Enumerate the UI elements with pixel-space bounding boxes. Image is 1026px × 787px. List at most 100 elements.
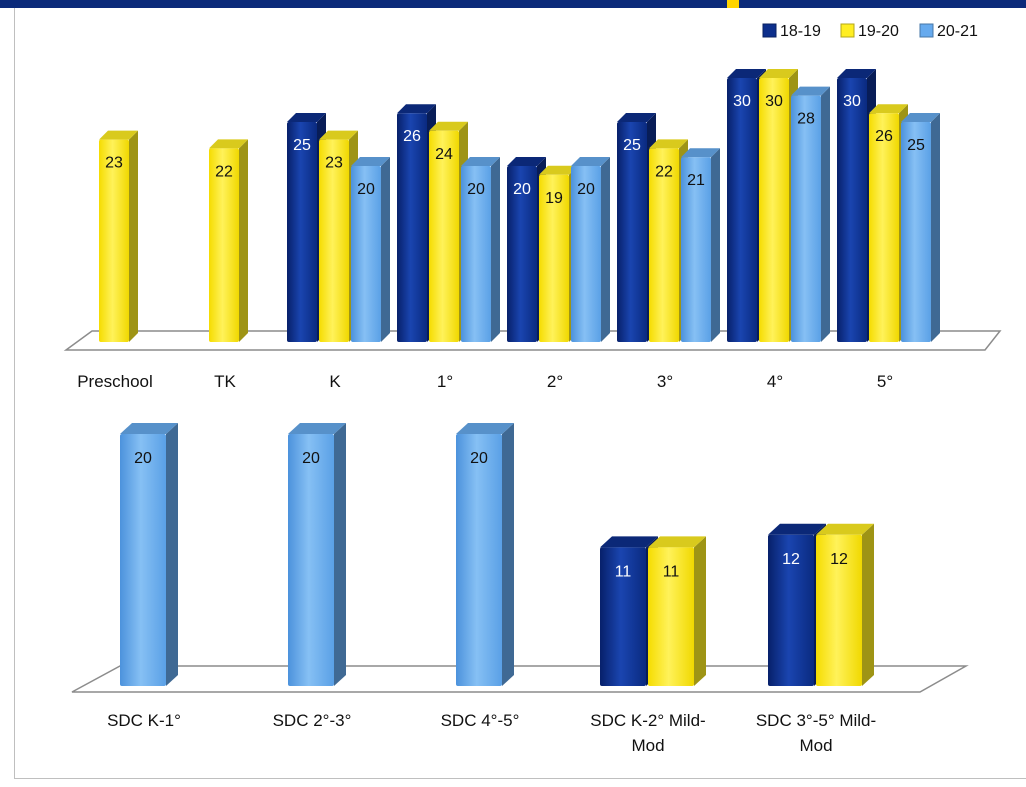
legend: 18-19 19-20 20-21 (762, 23, 978, 40)
data-label: 21 (687, 172, 705, 189)
bar-top (461, 157, 500, 166)
legend-label-20-21: 20-21 (937, 23, 978, 40)
data-label: 11 (663, 563, 680, 580)
bar-20-21-SDC 2°-3°: 20 (288, 423, 346, 686)
bar-top (120, 423, 178, 434)
bar-front (99, 139, 129, 342)
bar-20-21-4°: 28 (791, 86, 830, 342)
data-label: 30 (765, 93, 783, 110)
bar-front (648, 547, 694, 686)
bar-side (166, 423, 178, 686)
category-label: K (329, 372, 341, 391)
data-label: 26 (875, 128, 893, 145)
chart-bottom: 20 SDC K-1° 20 SDC 2°-3° 20 SDC 4°-5° 11 11 SDC … (71, 423, 969, 755)
category-label: TK (214, 372, 236, 391)
data-label: 25 (907, 137, 925, 154)
bar-side (491, 157, 500, 342)
bar-20-21-1°: 20 (461, 157, 500, 342)
bar-top (319, 130, 358, 140)
bar-top (571, 157, 610, 166)
legend-swatch-18-19 (762, 23, 777, 38)
bar-top (600, 536, 658, 548)
header-band (0, 0, 1026, 8)
bar-side (694, 536, 706, 686)
data-label: 30 (733, 93, 751, 110)
legend-label-19-20: 19-20 (858, 23, 899, 40)
category-label: 5° (877, 372, 893, 391)
data-label: 22 (215, 163, 233, 180)
bar-top (617, 113, 656, 122)
bar-front (791, 95, 821, 342)
bar-side (931, 113, 940, 342)
data-label: 26 (403, 128, 421, 145)
bar-top (649, 139, 688, 149)
legend-swatch-20-21 (919, 23, 934, 38)
bar-side (821, 86, 830, 342)
bar-side (239, 139, 248, 342)
data-label: 12 (782, 551, 800, 568)
data-label: 20 (470, 450, 488, 467)
bar-top (209, 139, 248, 149)
bar-front (727, 78, 757, 342)
bar-front (456, 434, 502, 686)
bar-top (539, 165, 578, 175)
bar-side (601, 157, 610, 342)
bar-top (768, 523, 826, 535)
bar-front (617, 122, 647, 342)
bar-front (600, 547, 646, 686)
bar-top (681, 148, 720, 158)
data-label: 28 (797, 111, 815, 128)
bar-top (288, 423, 346, 434)
chart-top: 23 Preschool 22 TK 25 23 20 K 26 24 20 1° 20 19 20 2° 25… (63, 69, 1002, 391)
bar-front (768, 534, 814, 686)
bar-top (507, 157, 546, 166)
category-label: SDC 2°-3° (273, 711, 352, 730)
bar-front (816, 534, 862, 686)
bar-20-21-SDC 4°-5°: 20 (456, 423, 514, 686)
bar-front (571, 166, 601, 342)
data-label: 19 (545, 190, 563, 207)
bar-top (99, 130, 138, 140)
category-label: SDC K-2° Mild- (590, 711, 705, 730)
bar-front (287, 122, 317, 342)
legend-swatch-19-20 (840, 23, 855, 38)
bar-20-21-2°: 20 (571, 157, 610, 342)
bar-top (816, 523, 874, 535)
bar-side (334, 423, 346, 686)
category-label: Preschool (77, 372, 153, 391)
bar-top (351, 157, 390, 166)
bar-front (288, 434, 334, 686)
bar-side (502, 423, 514, 686)
category-label: Mod (631, 736, 664, 755)
bar-front (507, 166, 537, 342)
data-label: 25 (623, 137, 641, 154)
category-label: 4° (767, 372, 783, 391)
bar-top (837, 69, 876, 78)
bar-top (287, 113, 326, 122)
legend-label-18-19: 18-19 (780, 23, 821, 40)
bar-top (869, 104, 908, 114)
bar-side (711, 148, 720, 342)
data-label: 12 (830, 551, 848, 568)
category-label: SDC K-1° (107, 711, 181, 730)
data-label: 20 (467, 181, 485, 198)
bar-top (727, 69, 766, 78)
data-label: 23 (325, 155, 343, 172)
category-label: 1° (437, 372, 453, 391)
bar-19-20-SDC 3°-5° Mild-Mod: 12 (816, 523, 874, 686)
data-label: 20 (302, 450, 320, 467)
bar-top (397, 104, 436, 114)
bar-front (319, 139, 349, 342)
data-label: 20 (357, 181, 375, 198)
data-label: 20 (513, 181, 531, 198)
header-accent (727, 0, 739, 8)
bar-side (381, 157, 390, 342)
bar-front (681, 157, 711, 342)
bar-19-20-SDC K-2° Mild-Mod: 11 (648, 536, 706, 686)
data-label: 20 (134, 450, 152, 467)
data-label: 11 (615, 563, 632, 580)
bar-front (351, 166, 381, 342)
bar-top (901, 113, 940, 122)
bar-19-20-TK: 22 (209, 139, 248, 342)
